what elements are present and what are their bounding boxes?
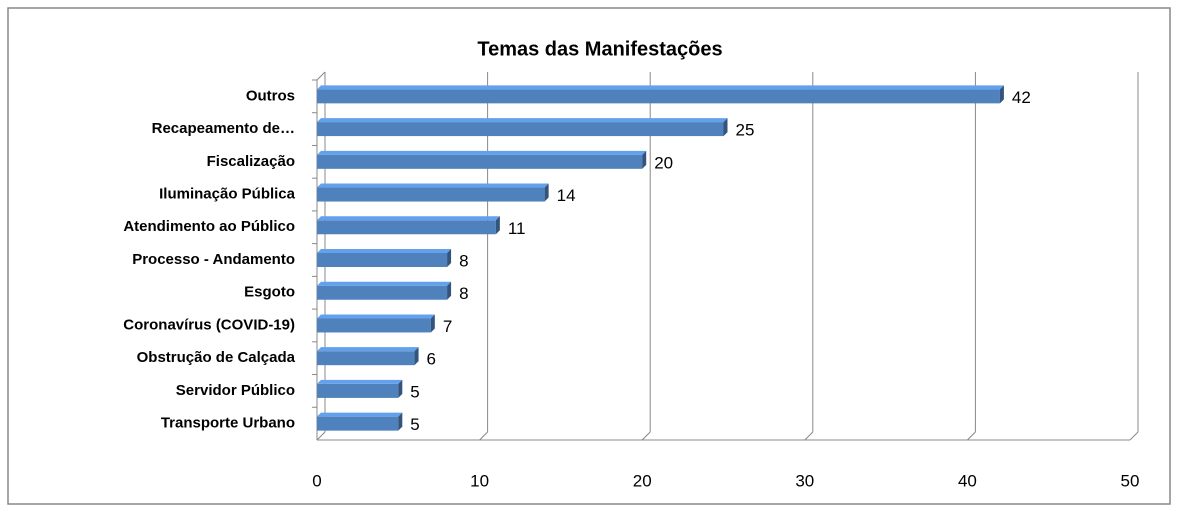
y-tick-label: Obstrução de Calçada: [137, 349, 296, 366]
bar-top: [317, 183, 549, 188]
bar-side: [642, 150, 647, 169]
bar: [317, 383, 399, 398]
bar-top: [317, 314, 435, 319]
left-wall-top: [316, 71, 326, 81]
floor-line: [641, 431, 651, 441]
bar-side: [495, 216, 500, 235]
bar: [317, 285, 448, 300]
bar-top: [317, 347, 419, 352]
y-tick-label: Esgoto: [244, 284, 295, 301]
value-label: 25: [736, 121, 755, 140]
y-tick-label: Outros: [246, 87, 295, 104]
value-label: 6: [427, 350, 436, 369]
bar-side: [723, 118, 728, 137]
floor-line: [479, 431, 488, 441]
value-label: 7: [443, 317, 452, 336]
floor-line: [316, 431, 326, 441]
y-tick-label: Servidor Público: [176, 382, 295, 399]
y-tick-label: Processo - Andamento: [132, 251, 295, 268]
bar-top: [317, 249, 452, 253]
bar-top: [317, 150, 647, 155]
floor-line: [804, 431, 814, 441]
bar: [317, 154, 643, 169]
y-tick-label: Atendimento ao Público: [123, 218, 295, 235]
chart-title: Temas das Manifestações: [477, 38, 722, 60]
value-label: 5: [410, 382, 419, 401]
bar-side: [414, 347, 419, 366]
y-tick-label: Fiscalização: [207, 153, 295, 170]
y-tick-label: Recapeamento de…: [152, 120, 295, 137]
bar: [317, 89, 1000, 104]
bar-side: [447, 249, 452, 267]
bar-side: [398, 379, 403, 398]
x-tick-label: 0: [312, 471, 321, 490]
bar-side: [398, 412, 403, 431]
floor-line: [1129, 431, 1139, 441]
bar-side: [447, 281, 452, 300]
value-label: 8: [459, 251, 468, 270]
y-tick-label: Iluminação Pública: [159, 186, 296, 203]
bar: [317, 253, 448, 267]
bar-side: [544, 183, 549, 202]
bar-top: [317, 379, 403, 384]
y-tick-label: Coronavírus (COVID-19): [123, 316, 295, 333]
bar-top: [317, 216, 500, 221]
bar: [317, 122, 724, 137]
value-label: 5: [410, 415, 419, 434]
bar-top: [317, 118, 728, 123]
bar-side: [999, 85, 1004, 104]
x-tick-label: 10: [470, 471, 489, 490]
bar: [317, 351, 415, 366]
value-label: 42: [1012, 88, 1031, 107]
floor-line: [967, 431, 976, 441]
bar-top: [317, 412, 403, 417]
x-tick-label: 20: [633, 471, 652, 490]
y-tick-label: Transporte Urbano: [161, 415, 295, 432]
bar: [317, 220, 496, 235]
value-label: 11: [508, 219, 526, 238]
bar: [317, 318, 431, 333]
x-tick-label: 30: [795, 471, 814, 490]
bar-side: [430, 314, 435, 333]
bar-top: [317, 281, 452, 286]
bar: [317, 187, 545, 202]
value-label: 14: [557, 186, 576, 205]
x-tick-label: 40: [958, 471, 977, 490]
value-label: 20: [654, 153, 673, 172]
bar-top: [317, 85, 1004, 90]
bar: [317, 416, 399, 431]
value-label: 8: [459, 284, 468, 303]
x-tick-label: 50: [1121, 471, 1140, 490]
